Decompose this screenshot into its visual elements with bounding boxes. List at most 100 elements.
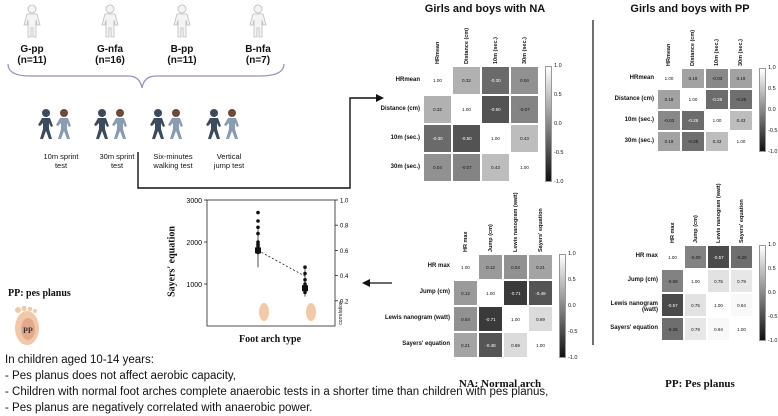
group-bracket [7, 63, 285, 89]
y2-tick-label: 0.8 [340, 224, 349, 230]
na-anaerobic-heatmap: HR max HR max Jump (cm) Jump (cm) Lewis nano… [385, 192, 580, 372]
heatmap-cell: 0.04 [453, 306, 478, 332]
heatmap-row-label: Sayers' equation [610, 325, 658, 331]
group-label: G-pp (n=11) [17, 44, 47, 66]
heatmap-cell: 0.79 [684, 317, 707, 341]
heatmap-colorbar [759, 68, 766, 152]
heatmap-col-label: HRmean [434, 41, 441, 64]
heatmap-cell: 0.75 [684, 293, 707, 317]
heatmap-col-label: Sayers' equation [537, 208, 544, 252]
pp-aerobic-heatmap: HRmean HRmean Distance (cm) Distance (cm) 10… [614, 30, 778, 176]
mean-marker [255, 247, 261, 254]
test-label: 10m sprint test [43, 152, 79, 170]
chart-canvas: 3000 2000 1000 1.0 0.8 0.6 0.4 0.2 [186, 198, 349, 327]
heatmap-col-label: 30m (sec.) [521, 37, 528, 64]
pp-anaerobic-heatmap: HR max HR max Jump (cm) Jump (cm) Lewis nano… [605, 183, 778, 347]
heatmap-cell: -0.03 [657, 110, 681, 131]
mean-marker [302, 285, 308, 292]
heatmap-col-label: Lewis nanogram (watt) [715, 183, 722, 243]
colorbar-tick: 1.0 [768, 65, 776, 71]
heatmap-col-label: HR max [669, 222, 676, 243]
colorbar-tick: 1.0 [554, 63, 562, 69]
trend-line [257, 250, 306, 277]
heatmap-cell: -0.48 [478, 332, 503, 358]
heatmap-cell: 1.00 [729, 131, 753, 152]
groups-panel: G-pp (n=11) G-nfa (n=16) B-pp (n=11) B-nfa(… [0, 0, 300, 100]
heatmap-col-label: Jump (cm) [487, 224, 494, 252]
test-label: Six-minutes walking test [153, 152, 193, 170]
tests-panel: 10m sprint test 30m sprint test Six-minu… [0, 108, 300, 188]
colorbar-tick: 0.5 [554, 92, 562, 98]
heatmap-cell: 1.00 [478, 280, 503, 306]
heatmap-cell: 0.32 [452, 66, 481, 95]
data-point [256, 210, 260, 215]
foot-icon [259, 303, 269, 321]
heatmap-cell: 1.00 [528, 332, 553, 358]
heatmap-cell: -0.57 [707, 245, 730, 269]
heatmap-cell: 0.21 [528, 254, 553, 280]
data-point [256, 219, 260, 223]
heatmap-row-label: HRmean [395, 76, 420, 83]
data-point [256, 225, 260, 230]
heatmap-cell: 1.00 [661, 245, 684, 269]
runners-icon [38, 109, 239, 139]
heatmap-row-label: Distance (cm) [614, 95, 654, 102]
heatmap-row-label: Jump (cm) [627, 277, 658, 283]
heatmap-cell: -0.07 [452, 153, 481, 182]
y2-tick-label: 0.2 [340, 299, 349, 305]
colorbar-tick: 1.0 [568, 251, 576, 257]
girl-figure-icon [100, 4, 120, 38]
group-label: G-nfa (n=16) [95, 44, 125, 66]
colorbar-tick: 0.5 [768, 86, 776, 92]
heatmap-cell: -0.28 [705, 89, 729, 110]
heatmap-row-label: HR max [427, 263, 450, 269]
heatmap-cell: 0.43 [729, 110, 753, 131]
heatmap-cell: -0.71 [478, 306, 503, 332]
test-label: Vertical jump test [213, 152, 245, 170]
y2-tick-label: 1.0 [340, 199, 349, 205]
heatmap-row-label: Lewis nanogram (watt) [610, 301, 658, 313]
group-label: B-pp (n=11) [167, 44, 197, 66]
data-point [303, 271, 307, 276]
colorbar-tick: 0.5 [768, 266, 776, 272]
colorbar-tick: -1.0 [768, 338, 778, 344]
colorbar-tick: -0.5 [554, 150, 564, 156]
colorbar-tick: 1.0 [768, 242, 776, 248]
girl-figure-icon [22, 4, 42, 38]
data-point [303, 290, 307, 295]
heatmap-cell: 0.79 [730, 269, 753, 293]
colorbar-tick: -1.0 [568, 355, 578, 361]
foot-icon: PP [15, 306, 39, 345]
heatmap-cell: 1.00 [705, 110, 729, 131]
na-aerobic-heatmap: HRmean HRmean Distance (cm) Distance (cm) 10… [381, 24, 588, 185]
pp-caption: PP: Pes planus [665, 378, 735, 390]
heatmap-cell: 1.00 [657, 68, 681, 89]
heatmap-row-label: HRmean [629, 74, 654, 81]
heatmap-cell: 1.00 [707, 293, 730, 317]
colorbar-tick: 0.0 [554, 121, 562, 127]
colorbar-tick: 0.0 [768, 107, 776, 113]
heatmap-cell: 0.04 [503, 254, 528, 280]
boy-figure-icon [172, 4, 192, 38]
colorbar-tick: -1.0 [554, 179, 564, 185]
summary-text: In children aged 10-14 years: - Pes plan… [5, 352, 548, 416]
heatmap-cell: 1.00 [423, 66, 452, 95]
y2-tick-label: 0.4 [340, 274, 349, 280]
heatmap-cell: 0.04 [423, 153, 452, 182]
test-label: 30m sprint test [99, 152, 135, 170]
summary-point: - Pes planus are negatively correlated w… [5, 402, 313, 414]
sayers-chart: 3000 2000 1000 1.0 0.8 0.6 0.4 0.2 Sayers' equa… [160, 190, 370, 350]
pp-legend: PP: pes planus [8, 288, 71, 299]
heatmap-cell: -0.57 [661, 293, 684, 317]
heatmap-cell: -0.48 [528, 280, 553, 306]
y-tick-label: 2000 [186, 240, 202, 247]
heatmap-cell: 1.00 [452, 95, 481, 124]
heatmap-cell: 0.94 [707, 317, 730, 341]
heatmap-colorbar [759, 245, 766, 341]
heatmap-cell: 0.32 [423, 95, 452, 124]
heatmap-colorbar [545, 66, 552, 182]
chart-frame [206, 199, 336, 327]
heatmap-row-label: HR max [635, 253, 658, 259]
heatmap-col-label: 10m (sec.) [492, 37, 499, 64]
